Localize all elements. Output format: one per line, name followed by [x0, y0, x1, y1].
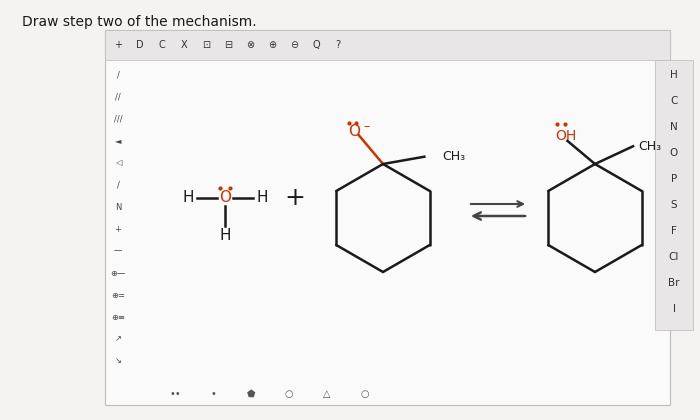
Text: C: C — [159, 40, 165, 50]
Text: P: P — [671, 174, 677, 184]
Text: N: N — [115, 202, 121, 212]
Text: /: / — [117, 71, 120, 79]
Text: H: H — [670, 70, 678, 80]
Text: C: C — [671, 96, 678, 106]
Text: I: I — [673, 304, 675, 314]
Text: ⊕—: ⊕— — [111, 268, 126, 278]
Bar — [105, 30, 670, 405]
Text: CH₃: CH₃ — [442, 150, 466, 163]
Text: –: – — [363, 121, 370, 134]
Text: F: F — [671, 226, 677, 236]
Text: ↗: ↗ — [115, 334, 122, 344]
Text: +: + — [285, 186, 305, 210]
Text: ↘: ↘ — [115, 357, 122, 365]
Text: ⊡: ⊡ — [202, 40, 210, 50]
Text: ///: /// — [113, 115, 122, 123]
Text: N: N — [670, 122, 678, 132]
Text: CH₃: CH₃ — [638, 140, 661, 153]
Text: +: + — [115, 225, 121, 234]
Text: ○: ○ — [285, 389, 293, 399]
Text: Draw step two of the mechanism.: Draw step two of the mechanism. — [22, 15, 257, 29]
Text: D: D — [136, 40, 144, 50]
Text: ⊟: ⊟ — [224, 40, 232, 50]
Text: △: △ — [323, 389, 330, 399]
Text: ⊕=: ⊕= — [111, 291, 125, 299]
Text: Cl: Cl — [668, 252, 679, 262]
Text: /: / — [117, 181, 120, 189]
Text: H: H — [256, 191, 267, 205]
Text: —: — — [114, 247, 122, 255]
Text: ?: ? — [335, 40, 341, 50]
Text: ○: ○ — [360, 389, 370, 399]
Text: ⊗: ⊗ — [246, 40, 254, 50]
Text: ◁: ◁ — [115, 158, 121, 168]
Bar — [105, 30, 670, 60]
Text: Br: Br — [668, 278, 680, 288]
Text: H: H — [182, 191, 194, 205]
Bar — [655, 60, 693, 330]
Text: +: + — [114, 40, 122, 50]
Text: ••: •• — [169, 389, 181, 399]
Text: ⬟: ⬟ — [246, 389, 256, 399]
Text: ⊕≡: ⊕≡ — [111, 312, 125, 321]
Text: H: H — [219, 228, 231, 242]
Text: O: O — [349, 124, 361, 139]
Text: X: X — [181, 40, 188, 50]
Text: •: • — [210, 389, 216, 399]
Text: O: O — [219, 191, 231, 205]
Text: O: O — [670, 148, 678, 158]
Text: Q: Q — [312, 40, 320, 50]
Text: //: // — [115, 92, 121, 102]
Text: ⊖: ⊖ — [290, 40, 298, 50]
Text: S: S — [671, 200, 678, 210]
Text: ◄: ◄ — [115, 136, 121, 145]
Text: OH: OH — [555, 129, 576, 143]
Text: ⊕: ⊕ — [268, 40, 276, 50]
